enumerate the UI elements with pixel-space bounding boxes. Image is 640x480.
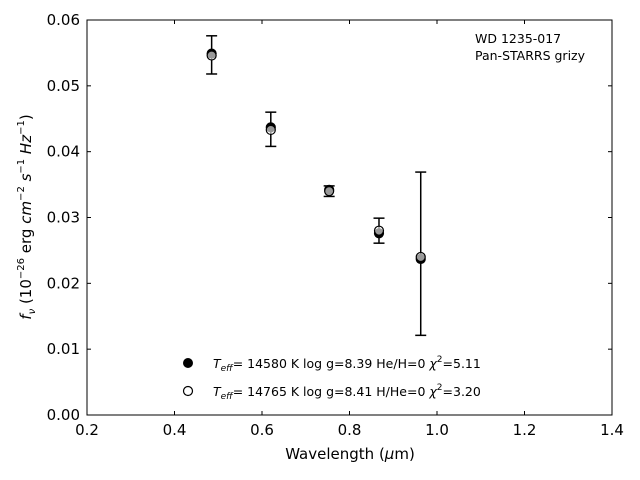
y-tick-label: 0.00 — [47, 406, 80, 424]
x-axis-label: Wavelength (μm) — [285, 445, 415, 463]
model-point-open — [206, 50, 217, 61]
annotation-line-2: Pan-STARRS grizy — [475, 48, 586, 63]
x-tick-label: 1.4 — [600, 421, 624, 439]
legend-marker-filled — [183, 358, 193, 368]
x-tick-label: 0.8 — [338, 421, 362, 439]
legend: Teff= 14580 K log g=8.39 He/H=0 χ2=5.11 … — [182, 355, 481, 402]
y-tick-label: 0.02 — [47, 274, 80, 292]
x-tick-label: 1.0 — [425, 421, 449, 439]
model-point-open — [373, 225, 385, 236]
x-tick-label: 0.2 — [75, 421, 99, 439]
y-tick-label: 0.01 — [47, 340, 80, 358]
data-layer — [206, 35, 427, 337]
x-tick-label: 1.2 — [513, 421, 537, 439]
y-tick-label: 0.04 — [47, 143, 80, 161]
model-point-open — [415, 251, 426, 263]
ticks-layer: 0.2 0.4 0.6 0.8 1.0 1.2 1.4 0.00 0.01 0.02 0.03 0.0… — [47, 11, 624, 439]
x-tick-label: 0.6 — [250, 421, 274, 439]
y-tick-label: 0.06 — [47, 11, 80, 29]
legend-marker-open — [182, 385, 194, 397]
y-axis-label: fν (10−26 erg cm−2 s−1 Hz−1) — [16, 114, 38, 319]
model-point-open — [324, 186, 335, 197]
legend-entry-1: Teff= 14580 K log g=8.39 He/H=0 χ2=5.11 — [213, 355, 481, 374]
model-point-open — [265, 124, 276, 136]
x-tick-label: 0.4 — [163, 421, 187, 439]
legend-entry-2: Teff= 14765 K log g=8.41 H/He=0 χ2=3.20 — [213, 383, 481, 402]
y-tick-label: 0.05 — [47, 77, 80, 95]
plot-frame — [86, 19, 613, 416]
y-tick-label: 0.03 — [47, 209, 80, 227]
annotation-line-1: WD 1235-017 — [475, 31, 561, 46]
